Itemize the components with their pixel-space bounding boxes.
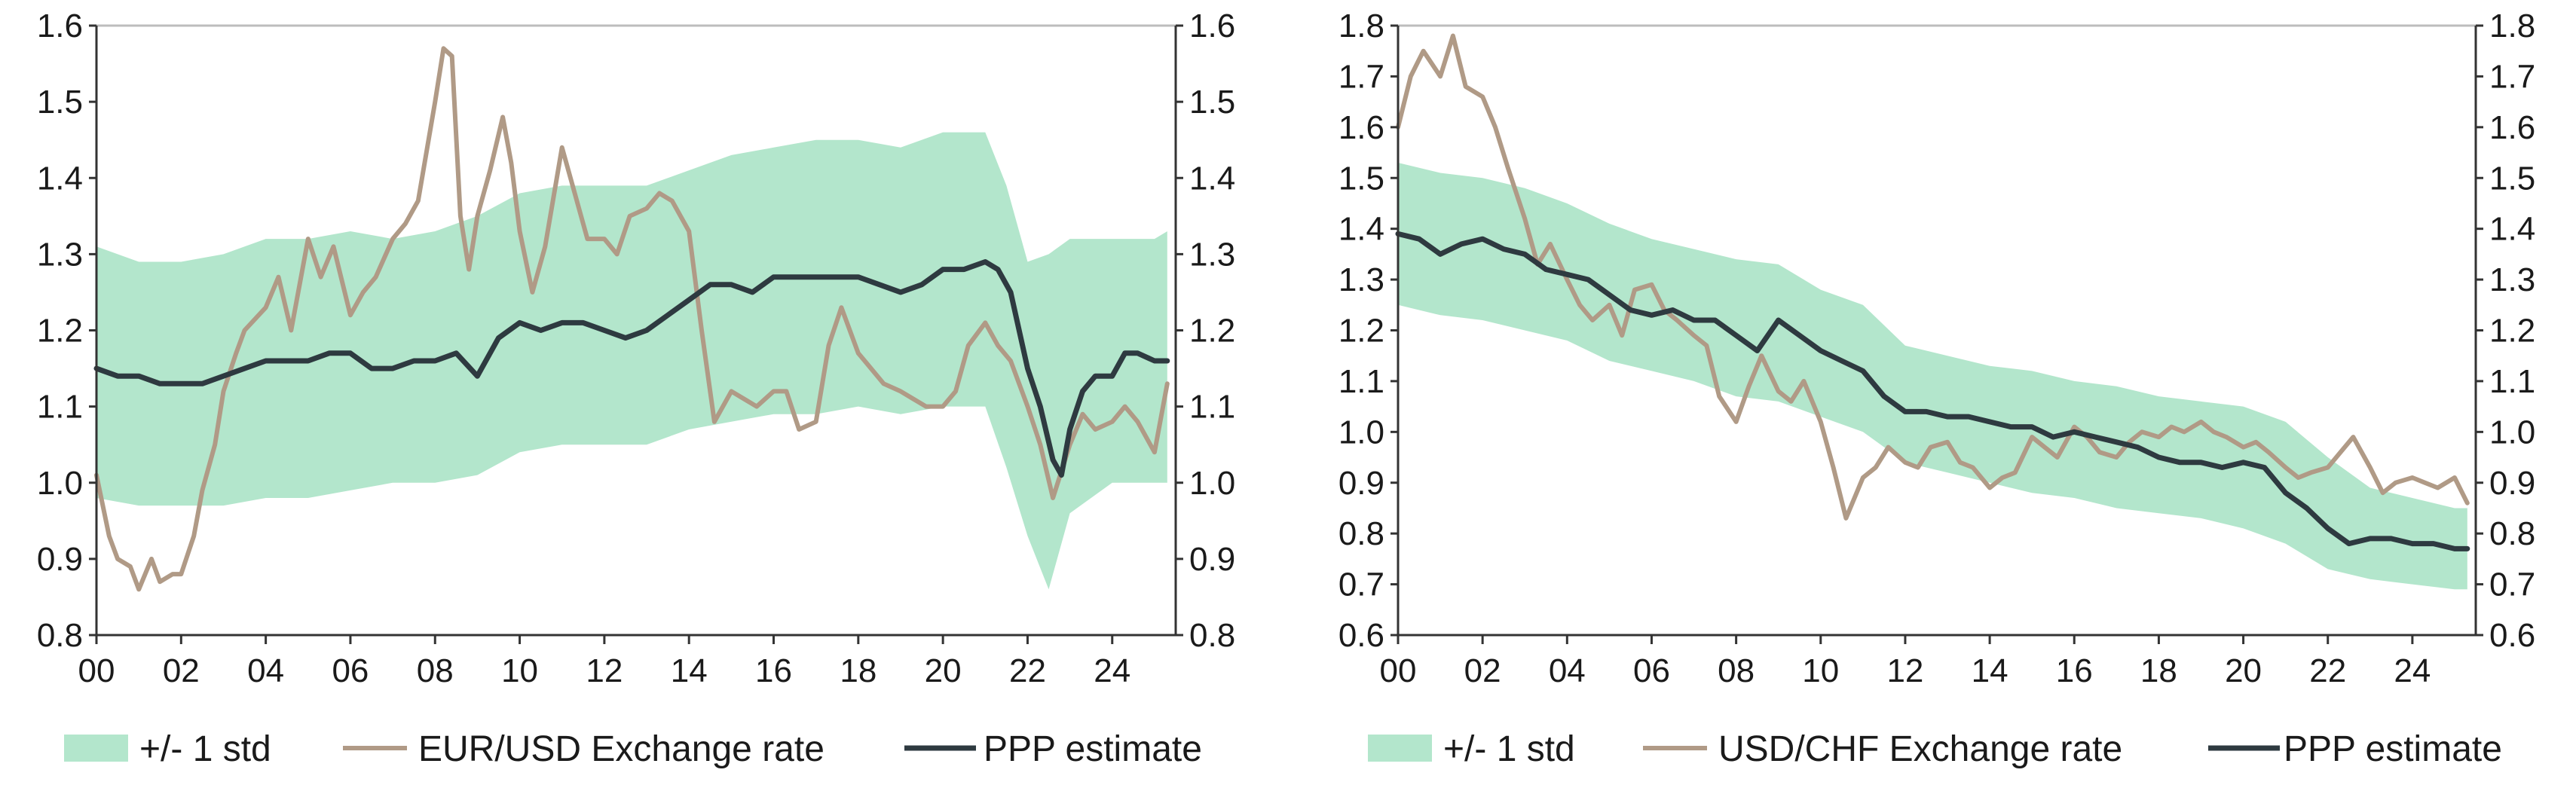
y-tick-label-left: 1.3 [37, 236, 83, 273]
y-tick-label-left: 1.6 [37, 8, 83, 44]
x-tick-label: 20 [2225, 652, 2262, 689]
y-tick-label-left: 0.6 [1338, 617, 1384, 654]
x-tick-label: 12 [1886, 652, 1923, 689]
y-tick-label-left: 1.6 [1338, 109, 1384, 146]
x-tick-label: 12 [586, 652, 623, 689]
y-tick-label-left: 0.8 [1338, 515, 1384, 552]
y-tick-label-left: 1.5 [1338, 160, 1384, 197]
y-tick-label-left: 1.7 [1338, 58, 1384, 95]
legend-label-ppp: PPP estimate [2284, 729, 2502, 769]
y-tick-label-right: 0.7 [2489, 567, 2535, 603]
usd-chf-chart: 0.6 0.6 0.7 0.7 0.8 0.8 0.9 0.9 1.0 1.0 1.1 1.1 1.2 1… [1338, 8, 2535, 769]
y-tick-label-right: 1.0 [1189, 465, 1235, 502]
x-tick-label: 04 [1549, 652, 1586, 689]
x-tick-label: 14 [1972, 652, 2008, 689]
y-tick-label-left: 1.2 [1338, 313, 1384, 350]
y-tick-label-left: 1.0 [1338, 414, 1384, 451]
x-tick-label: 10 [501, 652, 538, 689]
legend-label-band: +/- 1 std [139, 729, 271, 769]
legend-label-band: +/- 1 std [1443, 729, 1575, 769]
x-tick-label: 00 [78, 652, 115, 689]
legend-label-rate: USD/CHF Exchange rate [1718, 729, 2122, 769]
std-band-area [1398, 163, 2467, 590]
y-tick-label-right: 1.2 [2489, 313, 2535, 350]
y-tick-label-right: 1.5 [2489, 160, 2535, 197]
y-tick-label-right: 1.5 [1189, 84, 1235, 121]
x-tick-label: 24 [1094, 652, 1130, 689]
legend-label-rate: EUR/USD Exchange rate [418, 729, 825, 769]
legend: +/- 1 std USD/CHF Exchange rate PPP esti… [1368, 729, 2502, 769]
eur-usd-chart: 0.8 0.8 0.9 0.9 1.0 1.0 1.1 1.1 1.2 1.2 1.3 1.3 1.4 1… [37, 8, 1235, 769]
y-tick-label-right: 1.4 [1189, 160, 1235, 197]
y-tick-label-right: 0.9 [2489, 465, 2535, 502]
x-tick-label: 06 [332, 652, 369, 689]
x-tick-label: 18 [840, 652, 877, 689]
y-tick-label-right: 1.6 [1189, 8, 1235, 44]
y-tick-label-left: 1.1 [37, 389, 83, 426]
x-tick-label: 06 [1633, 652, 1670, 689]
x-tick-label: 16 [755, 652, 792, 689]
y-tick-label-left: 1.0 [37, 465, 83, 502]
y-tick-label-right: 0.9 [1189, 541, 1235, 578]
y-tick-label-left: 0.9 [1338, 465, 1384, 502]
y-tick-label-right: 1.2 [1189, 313, 1235, 350]
x-tick-label: 00 [1380, 652, 1417, 689]
x-tick-label: 02 [163, 652, 200, 689]
y-tick-label-right: 1.3 [1189, 236, 1235, 273]
x-tick-label: 16 [2056, 652, 2093, 689]
y-tick-label-left: 1.8 [1338, 8, 1384, 44]
y-tick-label-left: 1.1 [1338, 363, 1384, 400]
x-tick-label: 22 [1009, 652, 1046, 689]
y-tick-label-right: 1.1 [2489, 363, 2535, 400]
y-tick-label-right: 1.6 [2489, 109, 2535, 146]
y-tick-label-left: 0.7 [1338, 567, 1384, 603]
y-tick-label-right: 0.8 [1189, 617, 1235, 654]
legend-label-ppp: PPP estimate [984, 729, 1202, 769]
y-tick-label-right: 0.8 [2489, 515, 2535, 552]
y-tick-label-left: 1.3 [1338, 261, 1384, 298]
y-tick-label-right: 1.1 [1189, 389, 1235, 426]
x-tick-label: 24 [2394, 652, 2431, 689]
std-band-area [96, 132, 1167, 590]
y-tick-label-left: 0.8 [37, 617, 83, 654]
exchange-rate-line [94, 46, 1170, 592]
y-tick-label-right: 1.0 [2489, 414, 2535, 451]
y-tick-label-right: 1.7 [2489, 58, 2535, 95]
ppp-estimate-line [1395, 231, 2470, 551]
legend-swatch-band [1368, 735, 1432, 762]
y-tick-label-left: 1.4 [37, 160, 83, 197]
y-tick-label-left: 1.2 [37, 313, 83, 350]
x-tick-label: 14 [671, 652, 708, 689]
y-tick-label-right: 1.8 [2489, 8, 2535, 44]
x-tick-label: 18 [2140, 652, 2177, 689]
y-tick-label-right: 1.3 [2489, 261, 2535, 298]
y-tick-label-left: 1.4 [1338, 211, 1384, 248]
x-tick-label: 02 [1464, 652, 1501, 689]
legend-swatch-band [64, 735, 128, 762]
legend: +/- 1 std EUR/USD Exchange rate PPP esti… [64, 729, 1202, 769]
x-tick-label: 22 [2309, 652, 2346, 689]
y-tick-label-right: 0.6 [2489, 617, 2535, 654]
x-tick-label: 08 [1718, 652, 1755, 689]
x-tick-label: 10 [1802, 652, 1839, 689]
y-tick-label-left: 1.5 [37, 84, 83, 121]
y-tick-label-right: 1.4 [2489, 211, 2535, 248]
x-tick-label: 20 [925, 652, 962, 689]
x-tick-label: 08 [417, 652, 454, 689]
exchange-rate-line [1396, 33, 2470, 521]
y-tick-label-left: 0.9 [37, 541, 83, 578]
ppp-estimate-line [93, 259, 1170, 478]
x-tick-label: 04 [247, 652, 284, 689]
